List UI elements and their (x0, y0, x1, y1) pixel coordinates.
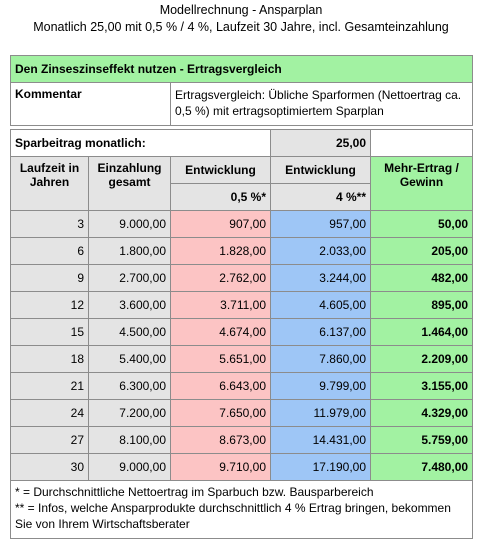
extra-yield: 3.155,00 (369, 372, 474, 400)
growth-low: 2.762,00 (170, 264, 271, 292)
deposit-total: 6.300,00 (88, 372, 171, 400)
deposit-total: 2.700,00 (88, 264, 171, 292)
rate-label: Sparbeitrag monatlich: (10, 129, 271, 157)
header: Modellrechnung - Ansparplan Monatlich 25… (0, 0, 482, 36)
extra-yield: 895,00 (369, 291, 474, 319)
years: 27 (10, 426, 89, 454)
extra-yield: 50,00 (369, 210, 474, 238)
deposit-total: 8.100,00 (88, 426, 171, 454)
growth-low: 9.710,00 (170, 453, 271, 481)
subcolumn-header: 0,5 %* (170, 183, 271, 211)
years: 15 (10, 318, 89, 346)
comment: Ertragsvergleich: Übliche Sparformen (Ne… (169, 82, 474, 126)
growth-low: 8.673,00 (170, 426, 271, 454)
extra-yield: 482,00 (369, 264, 474, 292)
table: Den Zinseszinseffekt nutzen - Ertragsver… (9, 55, 474, 539)
growth-low: 5.651,00 (170, 345, 271, 373)
growth-high: 2.033,00 (270, 237, 371, 265)
footnotes: * = Durchschnittliche Nettoertrag im Spa… (9, 480, 474, 539)
footnote: * = Durchschnittliche Nettoertrag im Spa… (15, 485, 374, 499)
section-title: Den Zinseszinseffekt nutzen - Ertragsver… (9, 55, 474, 83)
deposit-total: 3.600,00 (88, 291, 171, 319)
growth-low: 6.643,00 (170, 372, 271, 400)
growth-high: 4.605,00 (270, 291, 371, 319)
extra-yield: 7.480,00 (369, 453, 474, 481)
deposit-total: 1.800,00 (88, 237, 171, 265)
growth-low: 907,00 (170, 210, 271, 238)
deposit-total: 4.500,00 (88, 318, 171, 346)
deposit-total: 9.000,00 (88, 453, 171, 481)
title: Modellrechnung - Ansparplan (159, 3, 323, 17)
years: 12 (10, 291, 89, 319)
years: 21 (10, 372, 89, 400)
growth-high: 11.979,00 (270, 399, 371, 427)
column-header: Mehr-Ertrag / Gewinn (369, 156, 474, 211)
growth-high: 17.190,00 (270, 453, 371, 481)
rate-row: Sparbeitrag monatlich: 25,00 (10, 129, 474, 157)
data-row: 30 9.000,00 9.710,00 17.190,00 7.480,00 (10, 453, 474, 481)
data-row: 6 1.800,00 1.828,00 2.033,00 205,00 (10, 237, 474, 265)
data-row: 18 5.400,00 5.651,00 7.860,00 2.209,00 (10, 345, 474, 373)
deposit-total: 9.000,00 (88, 210, 171, 238)
comment-label: Kommentar (10, 82, 171, 126)
deposit-total: 5.400,00 (88, 345, 171, 373)
data-row: 24 7.200,00 7.650,00 11.979,00 4.329,00 (10, 399, 474, 427)
years: 3 (10, 210, 89, 238)
growth-low: 4.674,00 (170, 318, 271, 346)
extra-yield: 5.759,00 (369, 426, 474, 454)
years: 9 (10, 264, 89, 292)
growth-high: 957,00 (270, 210, 371, 238)
years: 18 (10, 345, 89, 373)
extra-yield: 4.329,00 (369, 399, 474, 427)
years: 6 (10, 237, 89, 265)
years: 24 (10, 399, 89, 427)
rate: 25,00 (270, 129, 371, 157)
column-header: Entwicklung (270, 156, 371, 184)
extra-yield: 205,00 (369, 237, 474, 265)
growth-low: 1.828,00 (170, 237, 271, 265)
extra-yield: 1.464,00 (369, 318, 474, 346)
data-row: 12 3.600,00 3.711,00 4.605,00 895,00 (10, 291, 474, 319)
footnote-row: * = Durchschnittliche Nettoertrag im Spa… (9, 480, 474, 539)
section-row: Den Zinseszinseffekt nutzen - Ertragsver… (9, 55, 474, 83)
column-header-row: Laufzeit in Jahren Einzahlung gesamt Ent… (10, 156, 474, 211)
years: 30 (10, 453, 89, 481)
data-row: 27 8.100,00 8.673,00 14.431,00 5.759,00 (10, 426, 474, 454)
data-row: 9 2.700,00 2.762,00 3.244,00 482,00 (10, 264, 474, 292)
column-header: Einzahlung gesamt (88, 156, 171, 211)
column-header: Entwicklung (170, 156, 271, 184)
data-row: 3 9.000,00 907,00 957,00 50,00 (10, 210, 474, 238)
subcolumn-header: 4 %** (270, 183, 371, 211)
growth-low: 7.650,00 (170, 399, 271, 427)
empty-cell (369, 129, 474, 157)
comment-row: Kommentar Ertragsvergleich: Übliche Sparf… (10, 82, 474, 126)
growth-high: 3.244,00 (270, 264, 371, 292)
deposit-total: 7.200,00 (88, 399, 171, 427)
subtitle: Monatlich 25,00 mit 0,5 % / 4 %, Laufzei… (33, 20, 449, 34)
growth-low: 3.711,00 (170, 291, 271, 319)
data-row: 21 6.300,00 6.643,00 9.799,00 3.155,00 (10, 372, 474, 400)
growth-high: 9.799,00 (270, 372, 371, 400)
growth-high: 14.431,00 (270, 426, 371, 454)
data-row: 15 4.500,00 4.674,00 6.137,00 1.464,00 (10, 318, 474, 346)
column-header: Laufzeit in Jahren (10, 156, 89, 211)
footnote: ** = Infos, welche Ansparprodukte durchs… (15, 501, 451, 531)
extra-yield: 2.209,00 (369, 345, 474, 373)
table-body: Den Zinseszinseffekt nutzen - Ertragsver… (9, 55, 474, 539)
growth-high: 6.137,00 (270, 318, 371, 346)
growth-high: 7.860,00 (270, 345, 371, 373)
